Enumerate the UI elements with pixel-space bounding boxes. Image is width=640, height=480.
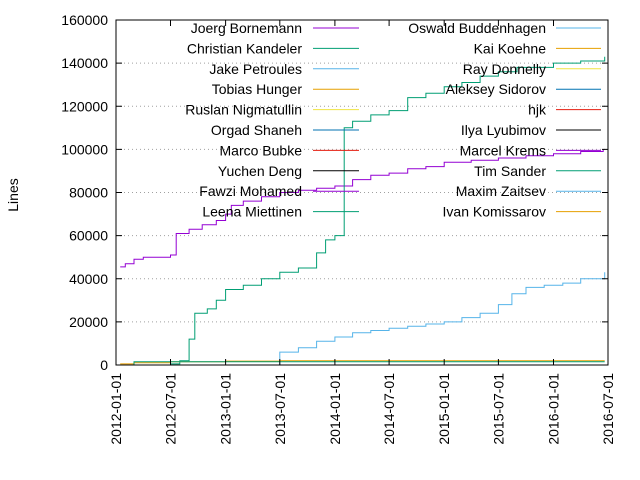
legend-label: Ivan Komissarov: [443, 204, 546, 220]
y-tick-label: 160000: [61, 12, 108, 28]
y-tick-label: 80000: [69, 185, 108, 201]
y-tick-label: 140000: [61, 55, 108, 71]
x-tick-label: 2012-07-01: [163, 373, 179, 445]
legend-label: Orgad Shaneh: [211, 122, 302, 138]
legend-label: Fawzi Mohamed: [199, 183, 302, 199]
legend-label: hjk: [528, 102, 547, 118]
x-tick-label: 2014-01-01: [327, 373, 343, 445]
legend-label: Maxim Zaitsev: [456, 183, 546, 199]
series-line-0: [120, 149, 604, 268]
y-tick-label: 0: [100, 357, 108, 373]
legend-label: Aleksey Sidorov: [446, 81, 546, 97]
y-tick-label: 40000: [69, 271, 108, 287]
series-line-1: [120, 56, 606, 366]
x-tick-label: 2014-07-01: [381, 373, 397, 445]
series-line-2: [270, 272, 606, 366]
x-tick-label: 2013-01-01: [218, 373, 234, 445]
x-tick-label: 2016-01-01: [545, 373, 561, 445]
legend-label: Christian Kandeler: [187, 40, 303, 56]
y-axis-label: Lines: [5, 178, 21, 211]
legend: Joerg Bornemann Christian Kandeler Jake Pe…: [185, 20, 601, 220]
legend-label: Marcel Krems: [460, 142, 546, 158]
legend-label: Ruslan Nigmatullin: [185, 102, 302, 118]
legend-label: Kai Koehne: [474, 40, 547, 56]
x-tick-label: 2013-07-01: [272, 373, 288, 445]
y-tick-label: 120000: [61, 98, 108, 114]
y-tick-label: 100000: [61, 141, 108, 157]
legend-label: Tobias Hunger: [212, 81, 303, 97]
legend-label: Oswald Buddenhagen: [408, 20, 546, 36]
legend-label: Leena Miettinen: [202, 204, 302, 220]
legend-label: Joerg Bornemann: [191, 20, 302, 36]
x-tick-label: 2015-01-01: [436, 373, 452, 445]
legend-label: Yuchen Deng: [218, 163, 302, 179]
x-tick-label: 2015-07-01: [490, 373, 506, 445]
y-tick-label: 20000: [69, 314, 108, 330]
legend-label: Marco Bubke: [220, 142, 303, 158]
x-tick-label: 2016-07-01: [600, 373, 616, 445]
legend-label: Tim Sander: [474, 163, 546, 179]
legend-label: Jake Petroules: [209, 61, 302, 77]
x-axis: 2012-01-01 2012-07-01 2013-01-01 2013-07-01…: [108, 20, 616, 445]
y-tick-label: 60000: [69, 228, 108, 244]
y-axis: 0 20000 40000 60000 80000 100000 120000 140000 1…: [61, 12, 608, 373]
legend-label: Ray Donnelly: [463, 61, 546, 77]
legend-label: Ilya Lyubimov: [461, 122, 546, 138]
x-tick-label: 2012-01-01: [108, 373, 124, 445]
